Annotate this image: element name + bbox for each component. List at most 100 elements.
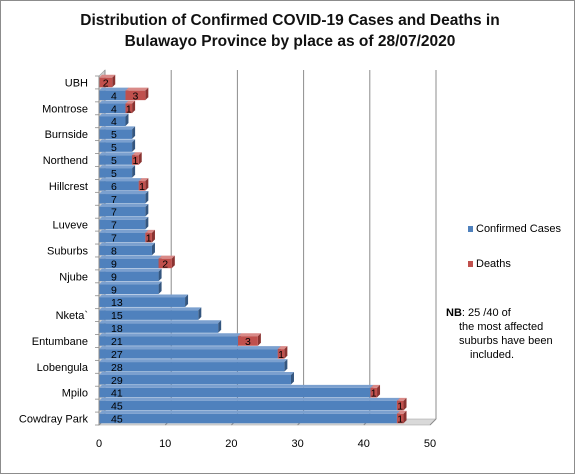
confirmed-bar: [99, 349, 278, 359]
note-bold: NB: [446, 307, 462, 319]
confirmed-bar: [99, 323, 219, 333]
x-tick-label: 0: [96, 438, 102, 450]
confirmed-bar: [99, 142, 133, 152]
deaths-bar-side: [403, 410, 407, 424]
confirmed-data-label: 6: [111, 181, 117, 193]
y-category-label: Hillcrest: [49, 181, 88, 193]
confirmed-data-label: 5: [111, 168, 117, 180]
deaths-bar-side: [145, 87, 149, 101]
confirmed-bar: [99, 362, 285, 372]
confirmed-data-label: 45: [111, 414, 123, 426]
confirmed-bar-top: [99, 294, 189, 298]
confirmed-data-label: 7: [111, 194, 117, 206]
confirmed-bar-top: [99, 165, 136, 169]
deaths-bar: [145, 232, 152, 243]
confirmed-bar: [99, 400, 397, 411]
y-category-label: Entumbane: [32, 336, 88, 348]
confirmed-bar-side: [158, 281, 162, 295]
confirmed-bar-top: [99, 100, 129, 104]
deaths-bar-side: [112, 74, 116, 88]
deaths-bar-side: [284, 346, 288, 359]
deaths-bar: [396, 400, 404, 411]
confirmed-bar-side: [151, 242, 155, 256]
confirmed-bar: [99, 232, 146, 243]
confirmed-data-label: 9: [111, 258, 117, 270]
confirmed-bar: [99, 387, 371, 398]
deaths-data-label: 1: [371, 388, 377, 400]
chart-title-line-1: Distribution of Confirmed COVID-19 Cases…: [80, 12, 500, 29]
confirmed-bar-side: [145, 203, 149, 217]
note-line-4: included.: [470, 349, 515, 361]
deaths-bar-side: [138, 152, 142, 165]
confirmed-bar-top: [99, 346, 281, 350]
deaths-bar: [99, 77, 113, 88]
confirmed-data-label: 13: [111, 297, 123, 309]
deaths-data-label: 1: [278, 349, 284, 361]
deaths-bar-top: [132, 152, 142, 156]
legend-item-deaths: Deaths: [468, 258, 511, 270]
y-category-label: Northend: [43, 155, 88, 167]
confirmed-bar: [99, 297, 186, 307]
confirmed-bar-side: [158, 268, 162, 282]
confirmed-data-label: 7: [111, 233, 117, 245]
confirmed-bar-top: [99, 126, 136, 130]
confirmed-bar-top: [99, 320, 222, 324]
y-category-label: Nketa`: [56, 310, 88, 322]
confirmed-data-label: 45: [111, 401, 123, 413]
confirmed-bar-side: [132, 165, 136, 178]
deaths-data-label: 2: [103, 77, 109, 89]
confirmed-bar: [99, 116, 126, 126]
deaths-bar-top: [125, 100, 136, 104]
confirmed-bar-top: [99, 281, 162, 285]
confirmed-bar-top: [99, 216, 149, 220]
note-line-1: : 25 /40 of: [461, 307, 511, 319]
confirmed-bar-top: [99, 268, 162, 272]
y-category-label: Lobengula: [37, 362, 89, 374]
confirmed-bar-side: [125, 113, 129, 126]
confirmed-data-label: 5: [111, 142, 117, 154]
confirmed-bar-side: [132, 126, 136, 139]
chart-title-line-2: Bulawayo Province by place as of 28/07/2…: [124, 33, 456, 50]
deaths-data-label: 1: [146, 233, 152, 245]
deaths-data-label: 1: [397, 414, 403, 426]
confirmed-bar-side: [185, 294, 189, 307]
confirmed-data-label: 4: [111, 116, 117, 128]
deaths-bar: [132, 155, 139, 165]
y-category-label: Luveve: [53, 220, 88, 232]
x-tick-label: 20: [225, 438, 237, 450]
confirmed-data-label: 7: [111, 207, 117, 219]
confirmed-bar: [99, 336, 239, 346]
legend-label-deaths: Deaths: [476, 258, 511, 270]
deaths-data-label: 1: [126, 103, 132, 115]
confirmed-bar-top: [99, 397, 400, 401]
confirmed-bar-top: [99, 229, 149, 233]
confirmed-bar-top: [99, 333, 242, 337]
confirmed-bar-side: [132, 139, 136, 152]
confirmed-data-label: 9: [111, 284, 117, 296]
deaths-bar: [138, 181, 146, 191]
confirmed-bar: [99, 413, 397, 424]
deaths-data-label: 3: [132, 90, 138, 102]
deaths-data-label: 1: [397, 401, 403, 413]
legend-item-confirmed: Confirmed Cases: [468, 223, 561, 235]
deaths-bar-side: [151, 229, 155, 243]
x-tick-label: 10: [159, 438, 171, 450]
y-category-label: Suburbs: [47, 246, 88, 258]
confirmed-bar: [99, 90, 126, 101]
deaths-data-label: 2: [162, 258, 168, 270]
confirmed-bar-side: [290, 372, 294, 385]
confirmed-data-label: 4: [111, 103, 117, 115]
deaths-bar: [370, 387, 378, 398]
deaths-bar-top: [145, 229, 155, 233]
deaths-bar-top: [158, 255, 175, 259]
x-tick-label: 30: [291, 438, 303, 450]
confirmed-bar-top: [99, 113, 129, 117]
deaths-bar: [238, 336, 258, 346]
confirmed-data-label: 8: [111, 246, 117, 258]
confirmed-bar-top: [99, 372, 294, 376]
deaths-bar-side: [171, 255, 175, 269]
confirmed-bar-side: [218, 320, 222, 333]
deaths-bar: [125, 103, 133, 114]
confirmed-bar-side: [145, 191, 149, 204]
